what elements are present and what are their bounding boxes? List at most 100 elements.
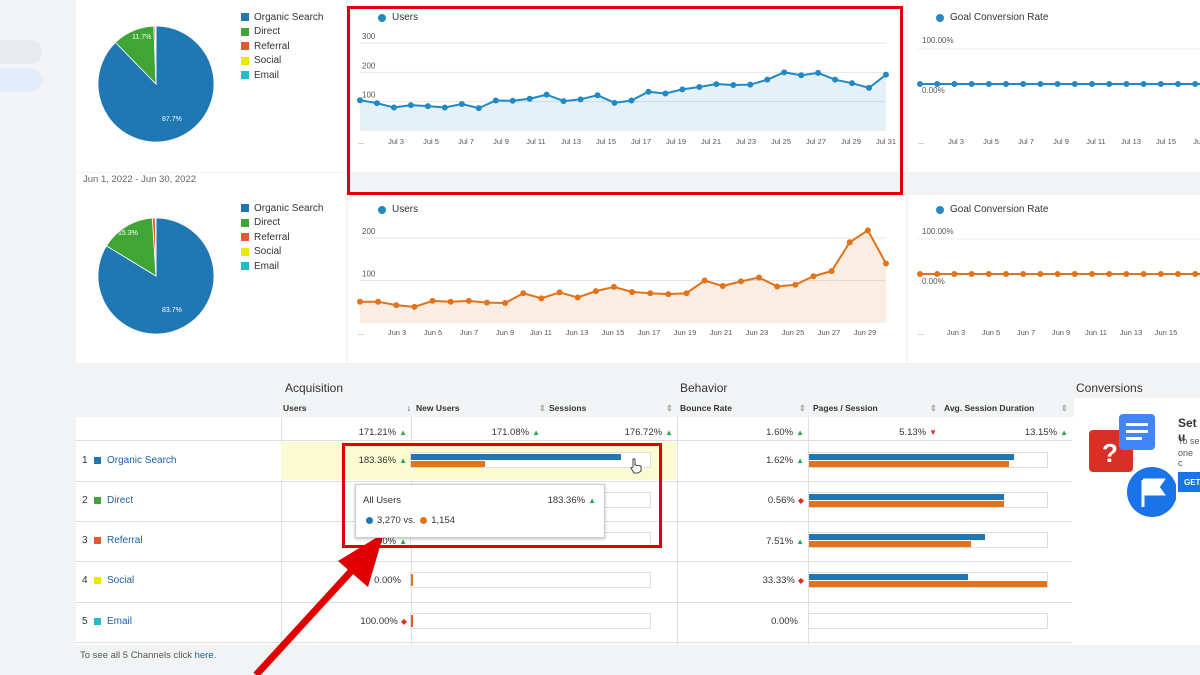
x-tick-label: Jun 13 (1120, 328, 1143, 337)
data-point (951, 271, 958, 277)
data-point (934, 271, 941, 277)
down-arrow-icon: ◆ (797, 496, 804, 505)
x-tick-label: Jun 15 (1155, 328, 1178, 337)
data-point (610, 283, 617, 290)
x-tick-label: Jul 3 (948, 137, 964, 146)
col-avg-session-duration[interactable]: Avg. Session Duration ⇕ (944, 402, 1068, 414)
data-point (917, 271, 923, 277)
data-point (574, 294, 581, 301)
top-users-line-chart: 300 200 100... Jul 3 Jul 5 Jul 7 Jul 9 Jul 11 Ju… (357, 32, 896, 146)
setup-title: Set u (1178, 416, 1197, 444)
data-point (1037, 81, 1044, 87)
bottom-goal-line-chart: 100.00% 0.00%... Jun 3 Jun 5 Jun 7 Jun 9 Jun 1… (917, 227, 1200, 337)
legend-direct: Direct (254, 26, 281, 38)
previous-dot-icon (420, 517, 428, 524)
bar-segment (809, 541, 971, 547)
data-point (1157, 271, 1164, 277)
x-tick-label: Jul 29 (841, 137, 861, 146)
y-tick-label: 100.00% (922, 36, 954, 45)
col-bounce-rate[interactable]: Bounce Rate ⇕ (680, 402, 806, 414)
setup-text-2: one c (1178, 448, 1194, 468)
data-point (1192, 81, 1199, 87)
bottom-pie-chart: 83.7% 15.3% (97, 217, 215, 335)
data-point (696, 84, 703, 90)
top-pie-panel: 87.7% 11.7% Organic Search Direct Referr… (76, 0, 346, 172)
bottom-users-panel: Users 200 100... Jun 3 Jun 5 Jun 7 Jun 9 Jun 1… (348, 195, 906, 363)
nav-item-active[interactable] (0, 68, 42, 92)
data-point (628, 97, 635, 104)
x-tick-label: Jul 15 (1156, 137, 1176, 146)
col-pages-session[interactable]: Pages / Session ⇕ (813, 402, 937, 414)
comparison-tooltip: All Users 183.36% ▲ 3,270 vs. 1,154 (355, 484, 605, 538)
data-point (1003, 271, 1009, 277)
row5-users: 100.00% ◆ (360, 616, 407, 627)
row5-bounce: 0.00% (771, 616, 798, 627)
pages-session-bar (808, 613, 1048, 629)
data-point (1071, 81, 1078, 87)
data-point (985, 81, 992, 87)
data-point (407, 102, 414, 109)
total-new-users: 171.08% ▲ (491, 427, 540, 438)
data-point (719, 283, 726, 290)
y-tick-label: 0.00% (922, 86, 945, 95)
nav-item[interactable] (0, 40, 42, 64)
row3-bounce: 7.51% ▲ (766, 536, 804, 547)
data-point (1123, 81, 1130, 87)
bar-segment (809, 454, 1014, 460)
col-users[interactable]: Users ↓ (283, 403, 411, 413)
data-point (1089, 271, 1095, 277)
row2-bounce: 0.56% ◆ (767, 495, 804, 506)
total-duration: 13.15% ▲ (1024, 427, 1068, 438)
col-sessions[interactable]: Sessions ⇕ (549, 402, 673, 414)
data-point (1192, 271, 1199, 277)
data-point (985, 271, 992, 277)
table-row-email[interactable]: 5 Email (82, 616, 133, 627)
see-all-channels-link[interactable]: here. (194, 650, 217, 661)
data-point (357, 298, 363, 305)
data-point (883, 260, 889, 267)
data-point (592, 288, 599, 295)
get-started-button[interactable]: GET (1178, 472, 1200, 492)
data-point (679, 86, 686, 93)
x-tick-label: ... (358, 137, 364, 146)
up-arrow-icon: ▲ (796, 428, 804, 437)
row5-newusers-bar (410, 613, 651, 629)
data-point (665, 291, 672, 298)
y-tick-label: 100.00% (922, 227, 954, 236)
data-point (832, 76, 839, 83)
col-new-users[interactable]: New Users ⇕ (416, 402, 546, 414)
tooltip-pct: 183.36% ▲ (547, 495, 596, 506)
x-tick-label: Jul 23 (736, 137, 756, 146)
total-sessions: 176.72% ▲ (624, 427, 673, 438)
legend-referral: Referral (254, 231, 290, 243)
total-users: 171.21% ▲ (358, 427, 407, 438)
data-point (390, 104, 397, 111)
series-dot-icon (378, 205, 386, 214)
row1-newusers-bar (410, 452, 651, 468)
table-row-referral[interactable]: 3 Referral (82, 535, 143, 546)
data-point (447, 298, 454, 305)
pages-session-bar (808, 532, 1048, 548)
bar-previous (411, 461, 486, 467)
bottom-users-title: Users (392, 204, 419, 215)
x-tick-label: Jul 1 (1193, 137, 1200, 146)
data-point (429, 297, 436, 304)
data-point (917, 81, 923, 87)
x-tick-label: Jun 25 (782, 328, 805, 337)
data-point (747, 81, 754, 88)
row4-users: 0.00% (374, 575, 401, 586)
pie-slice (154, 217, 157, 277)
table-row-direct[interactable]: 2 Direct (82, 495, 134, 506)
data-point (357, 97, 363, 104)
pie-label-organic: 83.7% (162, 307, 182, 314)
data-point (1054, 271, 1061, 277)
x-tick-label: Jun 29 (854, 328, 877, 337)
data-point (798, 72, 805, 79)
x-tick-label: Jul 13 (1121, 137, 1141, 146)
data-point (411, 303, 418, 310)
table-row-organic[interactable]: 1 Organic Search (82, 455, 177, 466)
data-point (730, 81, 737, 88)
sort-icon: ⇕ (665, 402, 673, 413)
table-row-social[interactable]: 4 Social (82, 575, 135, 586)
bottom-legend: Organic Search Direct Referral Social Em… (241, 201, 323, 274)
